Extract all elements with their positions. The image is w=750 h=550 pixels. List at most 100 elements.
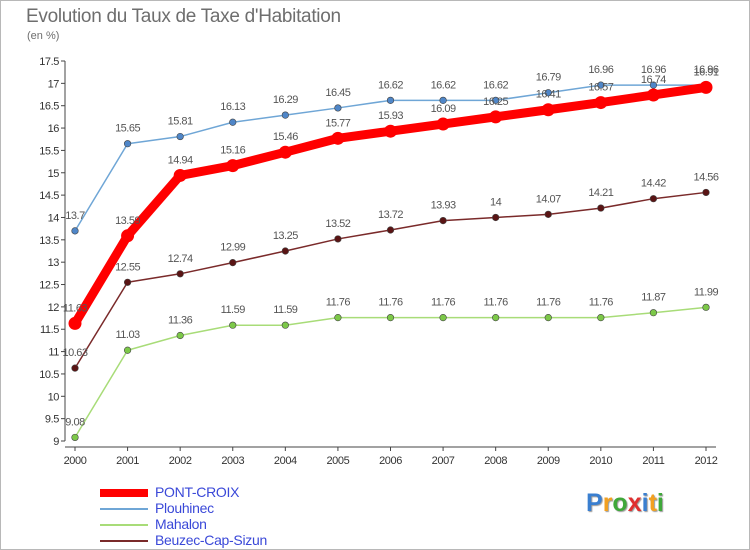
x-tick-label: 2001 [116, 455, 139, 467]
data-label: 14.42 [641, 178, 666, 190]
data-point [226, 159, 240, 173]
data-label: 15.65 [115, 123, 140, 135]
data-point [439, 314, 447, 322]
data-point [121, 229, 135, 243]
data-point [281, 111, 289, 119]
axes: 9 9.5 10 10.5 11 11.5 12 12.5 13 13.5 14 14.5 15 15.5… [39, 56, 718, 467]
data-label: 11.99 [694, 286, 719, 298]
data-label: 12.99 [220, 242, 245, 254]
logo-letter: i [656, 489, 664, 517]
y-tick-label: 12 [48, 302, 60, 314]
data-point [541, 103, 555, 117]
data-label: 10.63 [62, 347, 87, 359]
data-label: 9.08 [65, 416, 85, 428]
data-point [229, 321, 237, 329]
data-label: 15.93 [378, 110, 403, 122]
data-label: 16.45 [325, 87, 350, 99]
data-label: 14 [490, 196, 502, 208]
data-label: 14.21 [588, 187, 613, 199]
data-point [544, 89, 552, 97]
x-tick-label: 2010 [589, 455, 612, 467]
data-label: 16.41 [536, 89, 561, 101]
data-point [68, 316, 82, 330]
proxiti-logo: Proxiti [586, 489, 664, 518]
data-label: 12.55 [115, 261, 140, 273]
data-label: 11.76 [589, 297, 614, 309]
data-label: 11.76 [431, 297, 456, 309]
data-point [646, 88, 660, 102]
data-point [649, 309, 658, 317]
data-point [386, 96, 395, 104]
series-layer [68, 80, 713, 442]
legend-label: Plouhinec [155, 500, 214, 516]
data-label: 16.62 [378, 79, 403, 91]
y-tick-label: 9.5 [45, 414, 59, 426]
x-tick-label: 2004 [274, 455, 297, 467]
data-point [123, 346, 132, 354]
data-label: 16.09 [431, 103, 456, 115]
chart-subtitle: (en %) [27, 30, 60, 42]
data-label: 16.79 [536, 72, 561, 84]
data-label: 12.74 [168, 253, 193, 265]
data-point [334, 235, 342, 243]
data-label: 11.63 [63, 302, 88, 314]
data-point [597, 204, 605, 212]
data-point [229, 118, 237, 126]
series-beuzec-cap-sizun [71, 188, 710, 372]
data-point [649, 195, 658, 203]
data-label: 11.76 [536, 297, 561, 309]
logo-letter: i [641, 489, 649, 517]
data-label: 16.29 [273, 94, 298, 106]
y-tick-label: 13.5 [39, 235, 59, 247]
legend-swatch [100, 508, 148, 510]
data-labels-layer: 13.7 15.65 15.81 16.13 16.29 16.45 16.62 16.62 1… [62, 64, 719, 428]
y-tick-label: 11 [48, 347, 59, 359]
data-label: 13.93 [431, 200, 456, 212]
data-label: 16.96 [693, 64, 718, 76]
logo-letter: P [586, 489, 603, 517]
data-label: 16.62 [483, 79, 508, 91]
data-point [281, 247, 289, 255]
legend-swatch [100, 524, 148, 526]
data-point [597, 314, 605, 322]
y-tick-label: 17 [48, 78, 60, 90]
y-tick-label: 14 [48, 212, 60, 224]
data-label: 16.96 [641, 64, 666, 76]
data-label: 15.16 [220, 145, 245, 157]
x-tick-label: 2000 [64, 455, 87, 467]
logo-letter: o [612, 489, 628, 517]
legend-label: PONT-CROIX [155, 484, 240, 500]
y-tick-label: 12.5 [39, 280, 59, 292]
data-label: 11.03 [115, 329, 140, 341]
data-label: 16.57 [588, 82, 613, 94]
y-tick-label: 9 [53, 436, 59, 448]
data-label: 11.36 [168, 314, 193, 326]
x-tick-label: 2005 [326, 455, 349, 467]
data-label: 13.7 [65, 210, 85, 222]
data-point [489, 110, 503, 124]
series-mahalon [71, 303, 710, 442]
data-label: 11.87 [641, 292, 666, 304]
y-tick-label: 10.5 [39, 369, 59, 381]
x-tick-label: 2012 [695, 455, 718, 467]
data-point [176, 331, 184, 340]
data-point [439, 217, 447, 225]
x-tick-label: 2003 [221, 455, 244, 467]
x-tick-label: 2009 [537, 455, 560, 467]
data-point [544, 314, 552, 322]
data-point [334, 314, 342, 322]
data-label: 14.56 [693, 171, 718, 183]
data-label: 13.72 [378, 209, 403, 221]
data-point [173, 168, 187, 182]
data-point [71, 433, 79, 442]
y-tick-label: 14.5 [39, 190, 59, 202]
data-point [492, 213, 500, 222]
data-label: 11.76 [484, 297, 509, 309]
data-point [278, 145, 292, 159]
x-tick-label: 2008 [484, 455, 507, 467]
data-point [492, 96, 500, 104]
data-label: 15.81 [168, 116, 193, 128]
legend-label: Mahalon [155, 516, 207, 532]
